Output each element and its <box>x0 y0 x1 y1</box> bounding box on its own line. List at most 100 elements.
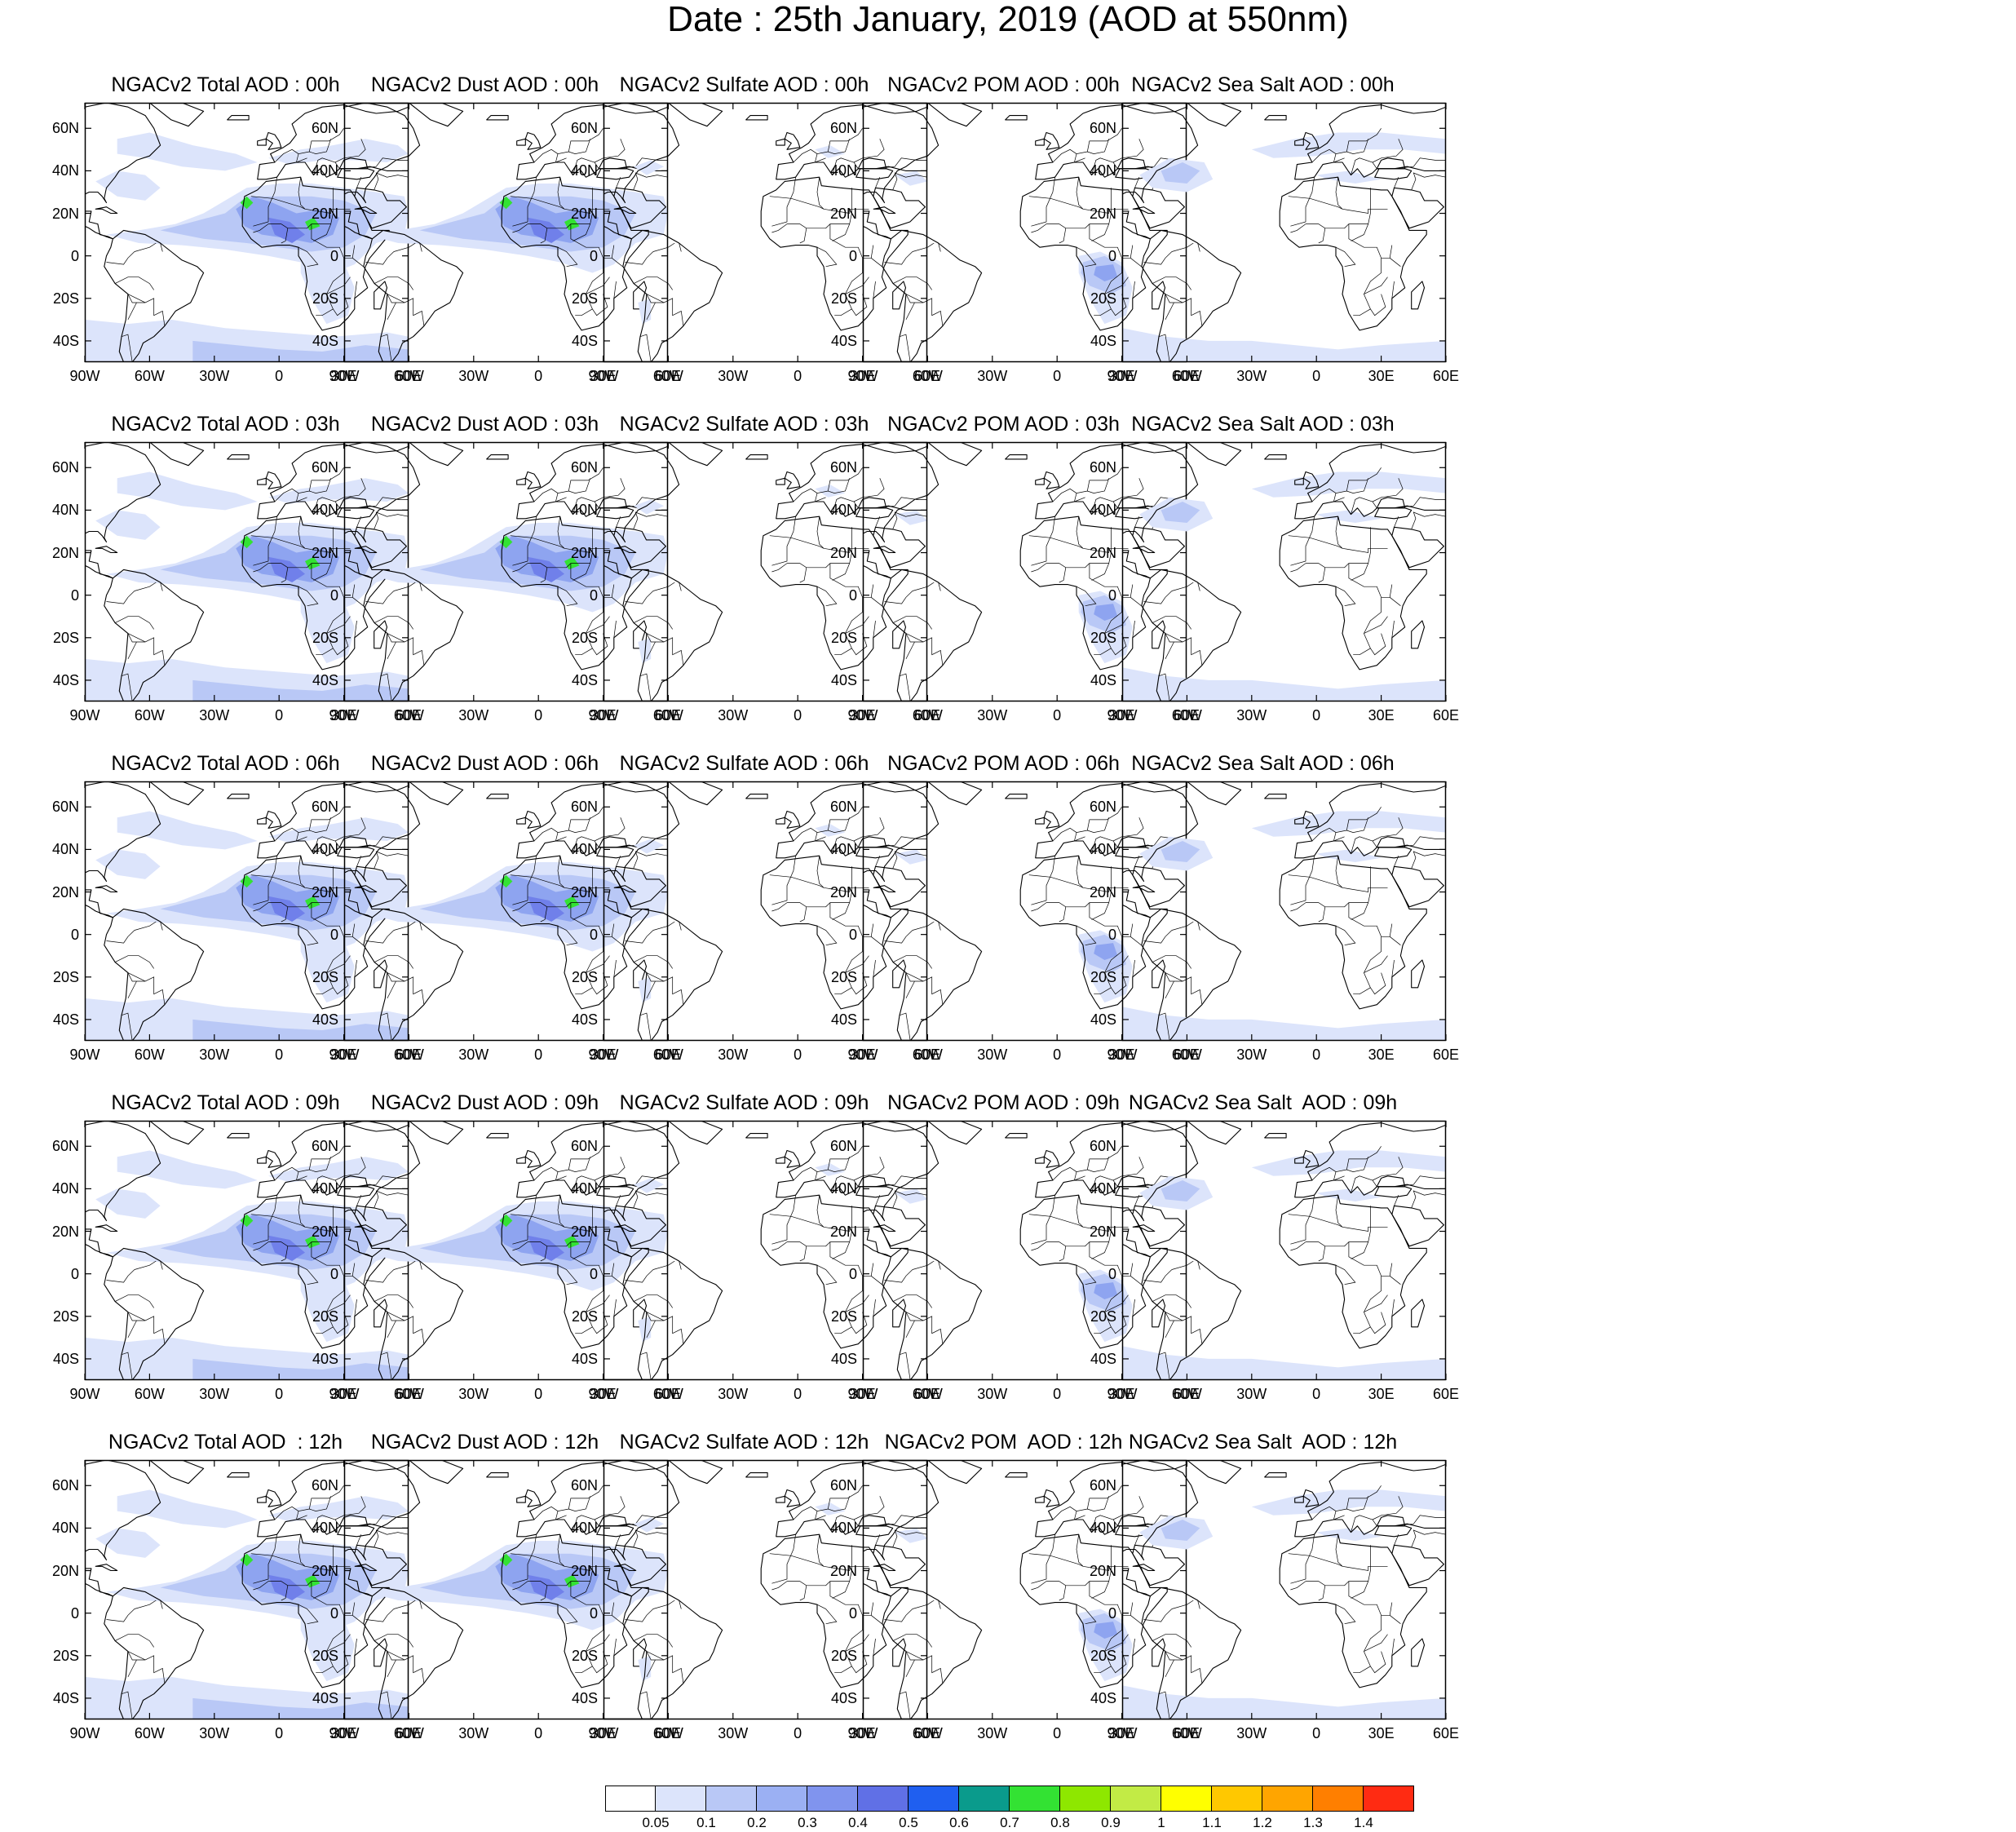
lat-label: 20S <box>312 629 338 646</box>
country-border <box>1306 223 1368 229</box>
country-border <box>298 586 319 607</box>
coastline-madagascar <box>633 620 648 649</box>
lon-label: 60E <box>395 1386 422 1402</box>
coastline-uk <box>1043 471 1060 489</box>
country-border <box>1351 866 1371 920</box>
country-border <box>1165 294 1183 303</box>
lat-label: 40N <box>829 1520 857 1537</box>
country-border <box>892 955 932 969</box>
coastline-iceland <box>1264 1133 1287 1139</box>
map-border <box>1121 781 1447 1042</box>
country-border <box>540 228 548 244</box>
country-border <box>393 1260 416 1270</box>
lat-label: 60N <box>311 120 338 137</box>
country-border <box>1394 1515 1446 1527</box>
country-border <box>1391 959 1395 977</box>
country-border <box>1165 972 1183 982</box>
country-border <box>393 242 416 252</box>
total-aod-map <box>84 441 409 702</box>
aod-shading-pomInner <box>1094 264 1118 281</box>
aod-shading-seaMed <box>1316 170 1382 184</box>
lon-label: 30E <box>330 368 357 384</box>
country-border <box>845 277 869 294</box>
coastline-arabia <box>873 1205 926 1247</box>
country-border <box>1411 1190 1446 1209</box>
country-border <box>1121 1602 1134 1616</box>
lon-label: 30E <box>1108 707 1135 724</box>
country-border <box>326 955 351 973</box>
country-border <box>1076 177 1084 210</box>
country-border <box>816 925 838 946</box>
panel-title: NGACv2 Sea Salt AOD : 03h <box>1131 413 1395 436</box>
country-border <box>1288 1553 1388 1571</box>
country-border <box>1076 1264 1097 1285</box>
country-border <box>127 641 137 660</box>
country-border <box>298 1195 306 1228</box>
country-border <box>114 1634 154 1648</box>
aod-shading-sulfMid <box>895 510 927 525</box>
aod-shading-dustCore <box>495 1214 599 1261</box>
colorbar-label: 0.3 <box>798 1815 817 1830</box>
map-panel: NGACv2 Sea Salt AOD : 06h 60N 40N 20N 0 20S 40… <box>1081 752 1459 1062</box>
country-border <box>356 836 409 848</box>
country-border <box>814 1511 826 1520</box>
coastline-northAmerica <box>344 442 421 543</box>
map-border <box>862 1120 1187 1381</box>
coastline-europe <box>1294 444 1446 520</box>
coastline-blacksea <box>1376 1515 1406 1527</box>
panel-title: NGACv2 Dust AOD : 03h <box>370 413 599 436</box>
lat-label: 20N <box>51 544 79 561</box>
country-border <box>1351 497 1377 515</box>
country-border <box>875 836 927 848</box>
lat-label: 0 <box>329 1604 338 1622</box>
map-border <box>343 102 669 363</box>
map-frame <box>603 102 928 363</box>
country-border <box>557 586 578 607</box>
country-border <box>1134 856 1140 867</box>
country-border <box>814 493 826 502</box>
coastline-iceland <box>1264 115 1287 121</box>
country-border <box>938 582 941 591</box>
panel-title: NGACv2 Sulfate AOD : 00h <box>619 73 869 96</box>
country-border <box>611 1615 623 1624</box>
country-border <box>646 1312 665 1321</box>
map-border <box>862 441 1187 702</box>
country-border <box>1381 923 1393 937</box>
country-border <box>592 1312 608 1334</box>
country-border <box>343 584 356 598</box>
country-border <box>834 1651 852 1674</box>
lat-label: 20N <box>51 1223 79 1240</box>
country-border <box>1046 563 1109 569</box>
country-border <box>853 1157 885 1181</box>
aod-shading-africaSouth <box>300 930 355 1003</box>
aod-shading-seaEU <box>1251 811 1446 837</box>
country-border <box>1165 1651 1203 1684</box>
country-border <box>1132 1299 1135 1316</box>
lon-label: 30E <box>590 1047 617 1063</box>
coastline-northAmerica <box>863 1460 939 1561</box>
aod-shading-dustCore <box>236 196 340 243</box>
map-panel: NGACv2 Total AOD : 06h 60N 40N 20N 0 20S 40S 90… <box>44 752 422 1062</box>
lon-label: 0 <box>1312 1386 1321 1402</box>
lon-label: 60W <box>652 1725 683 1741</box>
aod-shading-sulfNE <box>634 839 665 854</box>
lat-label: 0 <box>1107 926 1116 943</box>
aod-shading-euro <box>268 478 409 504</box>
coastline-turkey <box>1374 1525 1413 1538</box>
country-border <box>1351 1206 1371 1259</box>
country-border <box>114 616 154 630</box>
country-border <box>127 302 137 321</box>
lat-label: 60N <box>829 120 857 137</box>
country-border <box>845 1634 869 1652</box>
country-border <box>1394 497 1446 509</box>
country-border <box>419 582 422 591</box>
panel-title: NGACv2 Sulfate AOD : 06h <box>619 752 869 775</box>
coastline-greenland <box>148 1121 205 1145</box>
coastline-uk <box>1302 471 1320 489</box>
lat-label: 40N <box>1089 1180 1116 1197</box>
country-border <box>1346 807 1382 831</box>
coastline-europe <box>1294 1122 1446 1198</box>
country-border <box>938 921 941 931</box>
lon-label: 60W <box>134 1386 165 1402</box>
lon-label: 30E <box>1108 1047 1135 1063</box>
